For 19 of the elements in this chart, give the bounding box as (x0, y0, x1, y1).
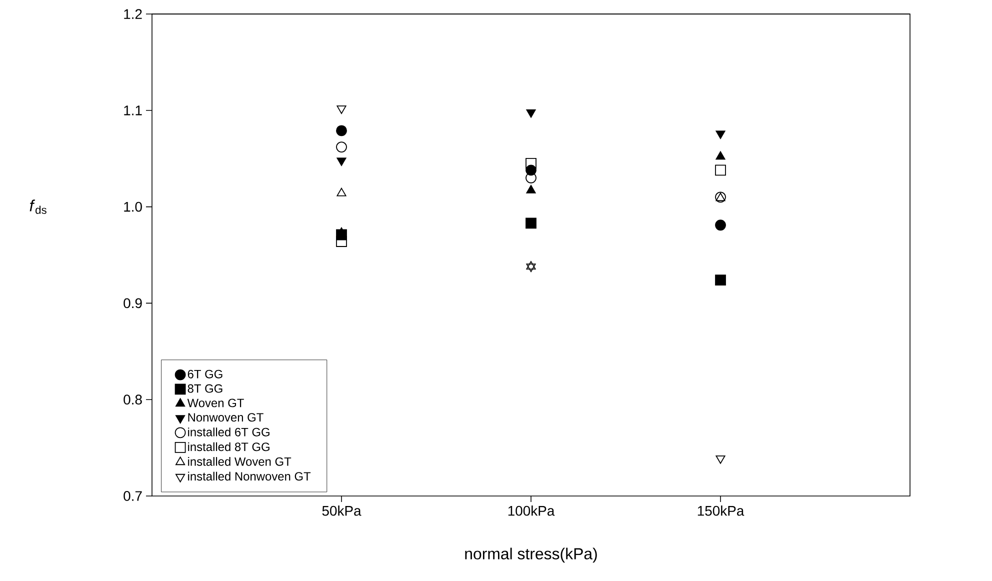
legend-label: installed 6T GG (188, 428, 270, 436)
y-axis-title: f$_{ds}$ (30, 200, 46, 214)
x-tick-label: 100kPa (508, 506, 555, 516)
y-tick-label: 0.9 (124, 298, 142, 308)
legend-label: 8T GG (188, 384, 222, 393)
legend-label: Woven GT (187, 398, 244, 408)
x-tick-label: 50kPa (322, 506, 362, 516)
legend-label: 6T GG (188, 370, 222, 378)
y-tick-label: 0.8 (124, 394, 142, 405)
y-tick-label: 1.0 (124, 202, 142, 212)
x-tick-label: 150kPa (698, 506, 744, 516)
x-axis-title: normal stress(kPa) (465, 548, 597, 563)
legend-label: Nonwoven GT (188, 413, 264, 422)
legend-label: installed Woven GT (188, 457, 292, 466)
y-tick-label: 1.2 (124, 9, 142, 19)
legend-label: installed Nonwoven GT (188, 472, 311, 481)
y-tick-label: 1.1 (124, 106, 142, 116)
legend-label: installed 8T GG (188, 442, 270, 452)
y-tick-label: 0.7 (124, 491, 142, 501)
